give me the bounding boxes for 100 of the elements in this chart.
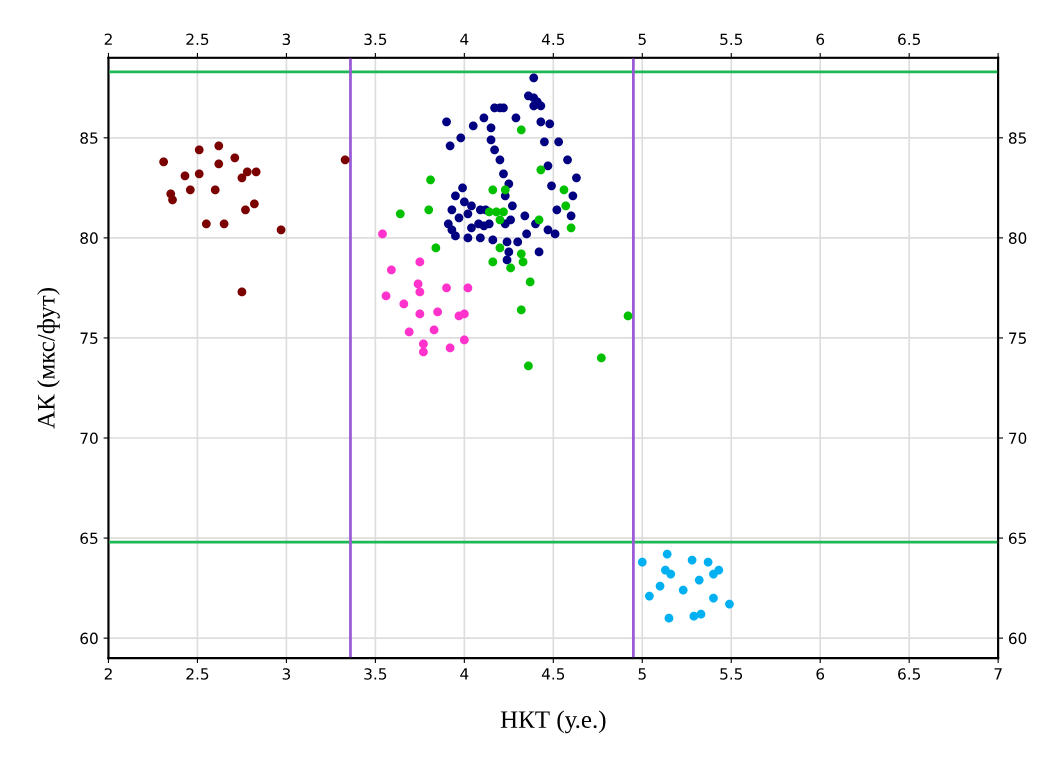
x2-tick-label: 4.5 bbox=[541, 33, 565, 46]
y2-tick-label: 75 bbox=[1009, 332, 1026, 344]
y-tick-label: 65 bbox=[80, 532, 98, 545]
point bbox=[645, 591, 654, 601]
point bbox=[516, 249, 526, 259]
y2-tick-label: 60 bbox=[1008, 632, 1027, 645]
point bbox=[488, 185, 498, 195]
point bbox=[655, 581, 665, 591]
x-tick-label: 6.5 bbox=[898, 668, 920, 680]
point bbox=[488, 257, 498, 267]
x2-tick-label: 3.5 bbox=[364, 33, 387, 46]
point bbox=[459, 309, 469, 319]
x-tick-label: 7 bbox=[994, 668, 1002, 680]
point bbox=[637, 557, 647, 567]
point bbox=[518, 257, 528, 267]
point bbox=[516, 125, 526, 135]
point bbox=[566, 223, 576, 233]
point bbox=[214, 141, 224, 151]
point bbox=[194, 145, 204, 155]
point bbox=[687, 555, 697, 565]
point bbox=[201, 219, 211, 229]
x2-tick-label: 6 bbox=[816, 33, 825, 46]
y-tick-label: 60 bbox=[80, 632, 98, 645]
point bbox=[387, 265, 396, 275]
y2-tick-label: 80 bbox=[1008, 232, 1027, 244]
point bbox=[463, 283, 473, 293]
x-tick-label: 5.5 bbox=[720, 668, 743, 680]
point bbox=[249, 199, 259, 209]
point bbox=[214, 159, 224, 169]
point bbox=[415, 257, 425, 267]
point bbox=[433, 307, 443, 317]
y-tick-label: 85 bbox=[80, 132, 98, 144]
y-tick-label: 70 bbox=[80, 432, 98, 445]
point bbox=[666, 569, 676, 579]
point bbox=[242, 167, 252, 177]
point bbox=[561, 201, 571, 211]
point bbox=[340, 155, 350, 165]
point bbox=[709, 569, 718, 579]
point bbox=[415, 309, 425, 319]
x-tick-label: 6 bbox=[816, 668, 825, 680]
point bbox=[399, 299, 409, 309]
point bbox=[431, 243, 441, 253]
point bbox=[419, 347, 428, 357]
point bbox=[725, 599, 734, 609]
point bbox=[678, 585, 688, 595]
point bbox=[662, 549, 672, 559]
x2-tick-label: 5.5 bbox=[720, 33, 743, 46]
point bbox=[426, 175, 435, 185]
point bbox=[524, 361, 533, 371]
point bbox=[696, 609, 706, 619]
point bbox=[442, 283, 451, 293]
point bbox=[445, 343, 455, 353]
point bbox=[219, 219, 229, 229]
point bbox=[180, 171, 190, 181]
x-axis-title: НКТ (у.е.) bbox=[500, 710, 606, 734]
point bbox=[404, 327, 414, 337]
x2-tick-label: 4 bbox=[460, 33, 469, 45]
x2-tick-label: 2.5 bbox=[186, 33, 209, 46]
point bbox=[559, 185, 569, 195]
point bbox=[694, 575, 704, 585]
point bbox=[378, 229, 387, 239]
point bbox=[415, 287, 425, 297]
point bbox=[500, 185, 510, 195]
point bbox=[495, 243, 505, 253]
x-tick-label: 3 bbox=[282, 668, 291, 680]
point bbox=[499, 207, 508, 217]
y-tick-label: 75 bbox=[80, 332, 98, 344]
x-tick-label: 4 bbox=[460, 668, 469, 680]
point bbox=[237, 287, 247, 297]
point bbox=[429, 325, 439, 335]
point bbox=[709, 593, 718, 603]
point bbox=[230, 153, 240, 163]
y2-tick-label: 65 bbox=[1008, 532, 1026, 545]
point bbox=[664, 613, 674, 623]
point bbox=[413, 279, 423, 289]
x2-tick-label: 5 bbox=[638, 33, 646, 46]
x2-tick-label: 3 bbox=[282, 33, 291, 46]
point bbox=[210, 185, 220, 195]
x-tick-label: 4.5 bbox=[541, 668, 565, 680]
x-tick-label: 2 bbox=[104, 668, 112, 680]
y-tick-label: 80 bbox=[80, 232, 98, 244]
point bbox=[623, 311, 633, 321]
point bbox=[525, 277, 535, 287]
point bbox=[395, 209, 405, 219]
y-axis-title: АК (мкс/фут) bbox=[37, 288, 60, 429]
x2-tick-label: 6.5 bbox=[898, 33, 920, 46]
point bbox=[168, 195, 177, 205]
point bbox=[536, 165, 546, 175]
point bbox=[194, 169, 204, 179]
point bbox=[251, 167, 261, 177]
point bbox=[381, 291, 391, 301]
point bbox=[495, 215, 505, 225]
point bbox=[534, 215, 544, 225]
point bbox=[596, 353, 606, 363]
point bbox=[506, 263, 515, 273]
x-tick-label: 2.5 bbox=[186, 668, 209, 680]
point bbox=[241, 205, 250, 215]
point bbox=[424, 205, 434, 215]
point bbox=[459, 335, 469, 345]
point bbox=[703, 557, 713, 567]
